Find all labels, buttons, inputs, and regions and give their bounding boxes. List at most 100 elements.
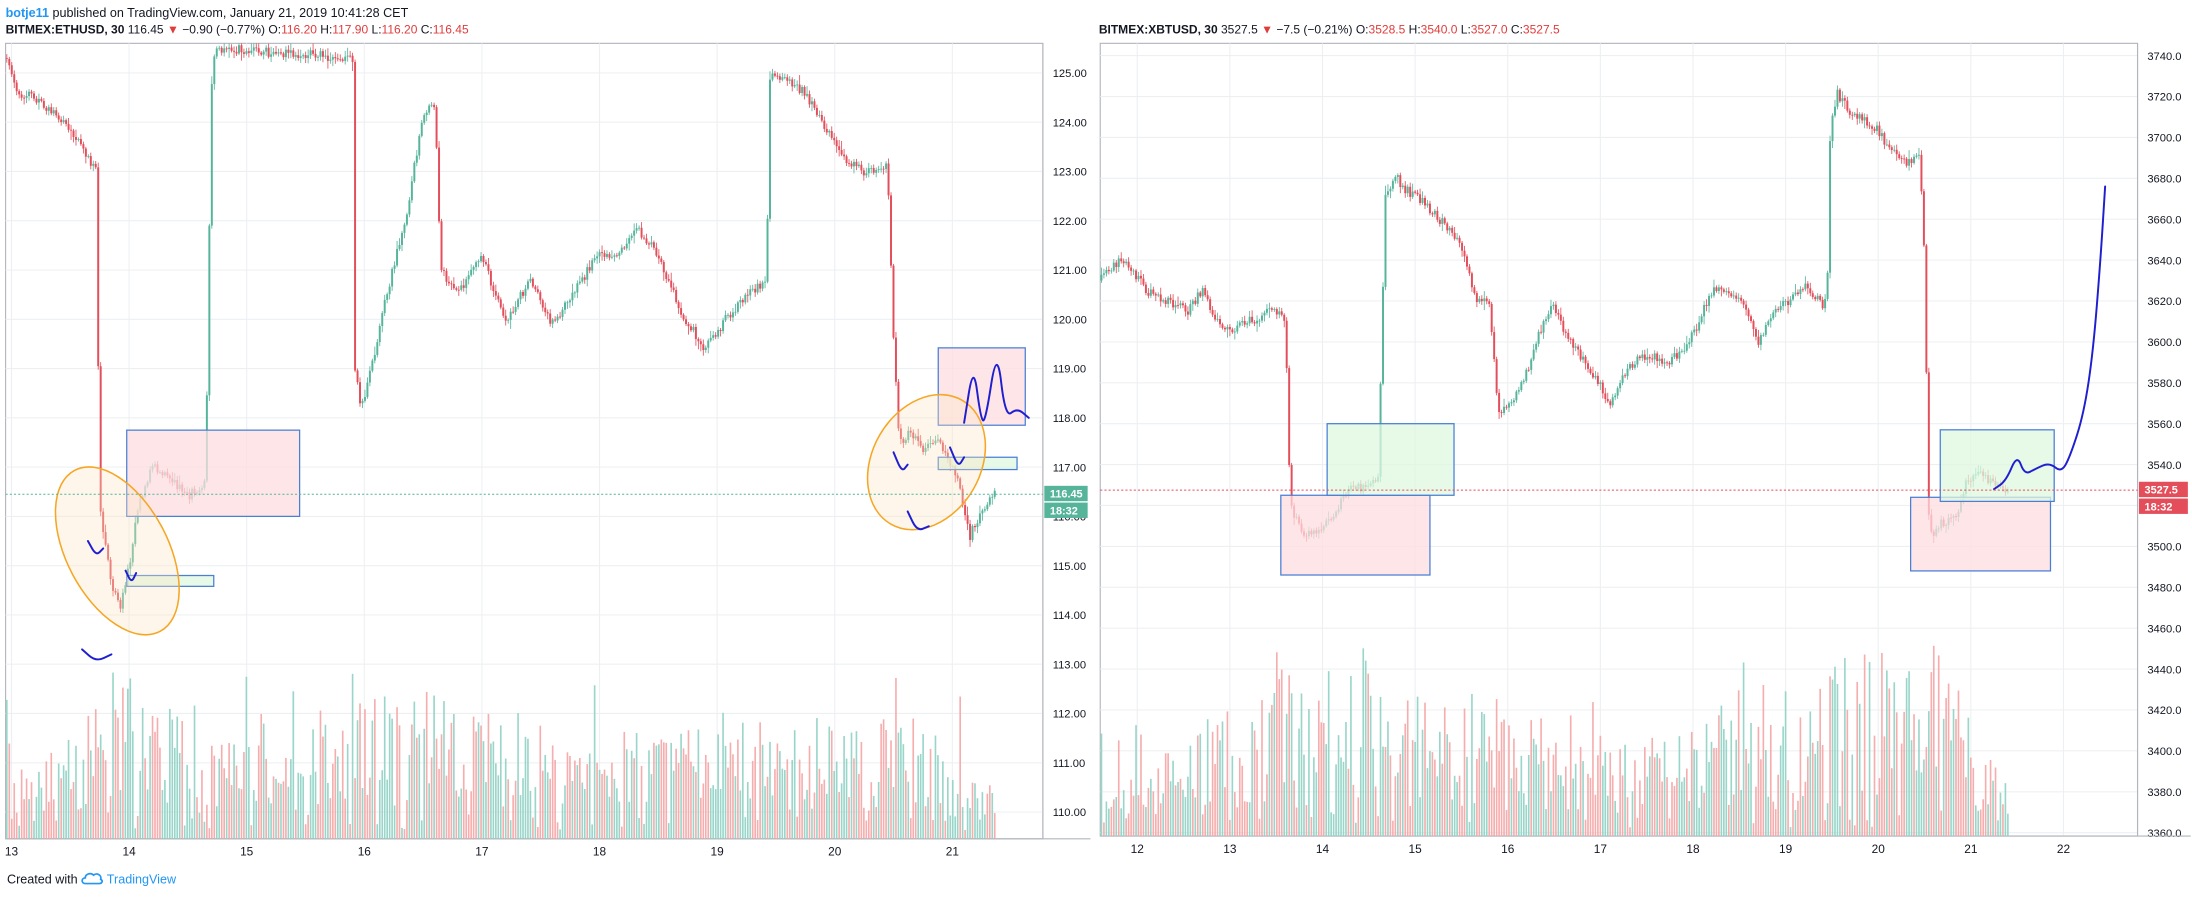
- candle-body: [462, 285, 465, 288]
- candle-body: [766, 218, 769, 282]
- volume-bar: [680, 733, 682, 839]
- candle-body: [1579, 349, 1582, 360]
- volume-bar: [186, 764, 188, 839]
- candle-body: [1735, 295, 1738, 299]
- volume-bar: [129, 678, 132, 839]
- volume-bar: [50, 752, 53, 839]
- candle-body: [1801, 289, 1804, 291]
- candle-body: [1275, 309, 1278, 315]
- volume-bar: [47, 801, 50, 839]
- volume-bar: [171, 719, 174, 839]
- volume-bar: [290, 759, 292, 839]
- volume-bar: [1866, 820, 1868, 837]
- eth-symbol[interactable]: BITMEX:ETHUSD, 30: [5, 22, 125, 37]
- candle-body: [57, 115, 60, 120]
- volume-bar: [1688, 801, 1691, 837]
- volume-bar: [371, 720, 374, 839]
- volume-bar: [450, 722, 453, 839]
- y-tick-label: 3560.0: [2147, 419, 2181, 431]
- eth-chart-svg[interactable]: 110.00111.00112.00113.00114.00115.00116.…: [0, 20, 1092, 867]
- tradingview-brand-link[interactable]: TradingView: [106, 872, 177, 887]
- candle-body: [1683, 350, 1686, 352]
- xbt-symbol[interactable]: BITMEX:XBTUSD, 30: [1098, 22, 1218, 37]
- volume-bar: [1557, 774, 1560, 837]
- candle-body: [598, 252, 601, 257]
- volume-bar: [265, 758, 267, 839]
- candle-body: [1619, 383, 1622, 389]
- candle-body: [1574, 346, 1577, 348]
- xbt-chart-svg[interactable]: 3360.03380.03400.03420.03440.03460.03480…: [1095, 20, 2192, 867]
- volume-bar: [460, 788, 463, 839]
- volume-bar: [156, 717, 159, 839]
- candle-body: [341, 59, 344, 61]
- candle-body: [1903, 158, 1906, 160]
- xbt-chart-panel[interactable]: BITMEX:XBTUSD, 30 3527.5 ▼ −7.5 (−0.21%)…: [1095, 20, 2192, 867]
- candle-body: [361, 400, 364, 404]
- volume-bar: [1174, 785, 1177, 837]
- candle-body: [1177, 305, 1180, 306]
- volume-bar: [28, 799, 30, 839]
- volume-bar: [302, 776, 305, 839]
- volume-bar: [1997, 820, 1999, 837]
- volume-bar: [695, 772, 697, 839]
- volume-bar: [932, 819, 934, 839]
- candle-body: [1582, 356, 1585, 360]
- candle-body: [1201, 288, 1204, 297]
- candle-body: [1152, 289, 1155, 294]
- candle-body: [917, 436, 920, 441]
- candle-body: [581, 277, 584, 282]
- volume-bar: [628, 801, 631, 839]
- last-price-value: 3527.5: [2145, 485, 2178, 497]
- volume-bar: [779, 751, 781, 839]
- volume-bar: [1807, 756, 1809, 837]
- eth-chart-panel[interactable]: BITMEX:ETHUSD, 30 116.45 ▼ −0.90 (−0.77%…: [0, 20, 1092, 867]
- candle-body: [457, 289, 460, 291]
- volume-bar: [1579, 746, 1582, 837]
- volume-bar: [1740, 789, 1742, 837]
- volume-bar: [885, 729, 887, 839]
- volume-bar: [1179, 778, 1182, 837]
- candle-body: [1226, 326, 1229, 330]
- candle-body: [1779, 306, 1782, 310]
- volume-bar: [514, 780, 517, 839]
- volume-bar: [25, 778, 28, 839]
- volume-bar: [490, 743, 492, 839]
- volume-bar: [183, 825, 186, 839]
- author-link[interactable]: botje11: [5, 5, 49, 20]
- volume-bar: [1177, 781, 1179, 837]
- candle-body: [1221, 324, 1224, 328]
- volume-bar: [956, 793, 959, 839]
- volume-bar: [1915, 770, 1918, 837]
- candle-body: [129, 562, 132, 569]
- volume-bar: [1243, 801, 1246, 837]
- candle-body: [793, 85, 796, 87]
- volume-bar: [1468, 821, 1471, 837]
- volume-bar: [1725, 739, 1728, 837]
- candle-body: [1626, 368, 1629, 377]
- volume-bar: [561, 803, 564, 839]
- volume-bar: [1809, 711, 1812, 837]
- volume-bar: [1678, 736, 1681, 837]
- candle-body: [939, 439, 942, 443]
- candle-body: [1710, 295, 1713, 297]
- volume-bar: [1621, 775, 1624, 837]
- candle-body: [559, 316, 562, 318]
- candle-body: [1643, 354, 1646, 360]
- volume-bar: [1399, 754, 1402, 837]
- volume-bar: [793, 730, 796, 839]
- volume-bar: [808, 745, 811, 839]
- volume-bar: [776, 743, 779, 839]
- volume-bar: [944, 820, 947, 839]
- volume-bar: [993, 813, 996, 839]
- candle-body: [1463, 250, 1466, 257]
- volume-bar: [215, 806, 218, 839]
- candle-body: [1866, 117, 1869, 126]
- candle-body: [1409, 186, 1412, 197]
- volume-bar: [1525, 804, 1528, 837]
- candle-body: [1609, 401, 1612, 406]
- volume-bar: [1700, 785, 1703, 837]
- candle-body: [134, 522, 137, 545]
- volume-bar: [1256, 749, 1258, 837]
- y-tick-label: 113.00: [1053, 659, 1086, 671]
- volume-bar: [1330, 812, 1332, 837]
